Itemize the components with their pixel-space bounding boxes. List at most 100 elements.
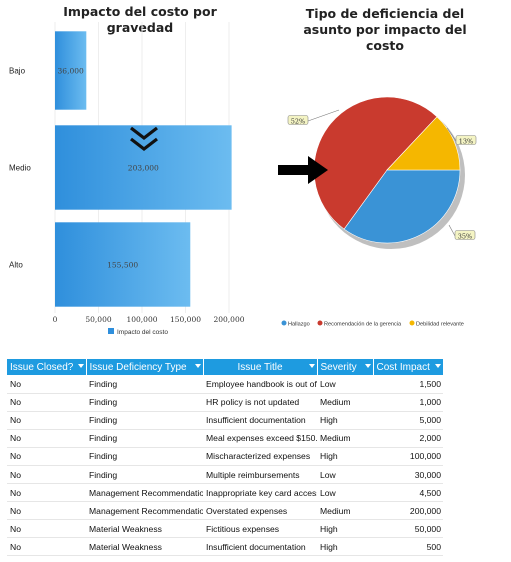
table-cell: Employee handbook is out of date <box>203 375 317 394</box>
filter-dropdown-icon[interactable] <box>434 364 441 368</box>
x-tick-label: 150,000 <box>170 315 201 324</box>
callout-line <box>307 109 340 122</box>
bar-bajo <box>55 31 87 110</box>
issues-table: Issue Closed? Issue Deficiency Type Issue … <box>7 359 444 557</box>
legend-swatch <box>281 320 287 326</box>
y-tick-label: Bajo <box>9 67 26 76</box>
table-cell: Finding <box>86 411 203 430</box>
table-cell: 1,500 <box>373 375 443 394</box>
table-cell: High <box>317 411 373 430</box>
table-cell: Fictitious expenses <box>203 519 317 539</box>
table-cell: Overstated expenses <box>203 501 317 521</box>
column-header-cost-impact[interactable]: Cost Impact <box>373 359 444 375</box>
column-header-label: Issue Title <box>237 361 283 373</box>
table-cell: Meal expenses exceed $150.00 <box>203 429 317 448</box>
table-cell: 100,000 <box>373 447 443 466</box>
callout-box <box>287 115 309 125</box>
table-cell: 2,000 <box>373 429 443 448</box>
table-cell: Finding <box>86 375 203 394</box>
bar-data-label: 155,500 <box>107 261 138 270</box>
x-tick-label: 100,000 <box>126 315 157 324</box>
table-row[interactable]: No Material Weakness Fictitious expenses Hi… <box>7 519 443 539</box>
table-cell: 4,500 <box>373 483 443 503</box>
x-tick-label: 0 <box>53 315 58 324</box>
pie-chart-title: Tipo de deficiencia del asunto por impac… <box>303 6 467 53</box>
pie-slice-debilidad-relevante <box>386 116 461 171</box>
pie-data-label: 35% <box>458 233 472 241</box>
table-cell: No <box>7 465 86 485</box>
table-row[interactable]: No Material Weakness Insufficient document… <box>7 537 443 557</box>
table-cell: 1,000 <box>373 393 443 412</box>
table-cell: Low <box>317 483 373 503</box>
legend-label: Debilidad relevante <box>416 322 464 328</box>
y-tick-label: Alto <box>9 261 23 270</box>
pie-data-label: 13% <box>459 138 473 146</box>
table-cell: Material Weakness <box>86 537 203 557</box>
filter-dropdown-icon[interactable] <box>364 364 371 368</box>
table-cell: Finding <box>86 447 203 466</box>
table-cell: Medium <box>317 393 373 412</box>
column-header-label: Issue Closed? <box>10 361 74 373</box>
bar-alto <box>55 222 191 307</box>
column-header-label: Cost Impact <box>376 361 430 373</box>
table-cell: Management Recommendation <box>86 501 203 521</box>
callout-box <box>455 135 477 145</box>
table-cell: No <box>7 411 86 430</box>
filter-dropdown-icon[interactable] <box>194 364 201 368</box>
table-cell: No <box>7 429 86 448</box>
table-cell: High <box>317 537 373 557</box>
table-row[interactable]: No Finding HR policy is not updated Medium 1… <box>7 393 443 412</box>
table-cell: Inappropriate key card access <box>203 483 317 503</box>
table-row[interactable]: No Management Recommendation Overstated ex… <box>7 501 443 521</box>
table-cell: 5,000 <box>373 411 443 430</box>
table-cell: 500 <box>373 537 443 557</box>
column-header-issue-deficiency-type[interactable]: Issue Deficiency Type <box>86 359 204 375</box>
callout-line <box>446 127 457 142</box>
table-cell: High <box>317 519 373 539</box>
column-header-issue-title[interactable]: Issue Title <box>203 359 318 375</box>
table-header-row: Issue Closed? Issue Deficiency Type Issue … <box>7 359 444 375</box>
bar-data-label: 203,000 <box>128 164 159 173</box>
table-cell: 30,000 <box>373 465 443 485</box>
table-row[interactable]: No Management Recommendation Inappropriate… <box>7 483 443 503</box>
filter-dropdown-icon[interactable] <box>77 364 84 368</box>
legend-swatch <box>108 328 114 334</box>
double-chevron-down-icon <box>130 126 158 152</box>
table-cell: Finding <box>86 393 203 412</box>
table-cell: HR policy is not updated <box>203 393 317 412</box>
table-cell: No <box>7 519 86 539</box>
pie-chart: 35% 52% 13% Hallazgo Recomendación de la ge… <box>281 96 477 328</box>
legend-label: Impacto del costo <box>117 329 168 336</box>
table-row[interactable]: No Finding Meal expenses exceed $150.00 Med… <box>7 429 443 448</box>
table-cell: Multiple reimbursements <box>203 465 317 485</box>
column-header-label: Issue Deficiency Type <box>89 361 187 373</box>
bar-data-label: 36,000 <box>58 67 84 76</box>
table-cell: No <box>7 375 86 394</box>
table-cell: Material Weakness <box>86 519 203 539</box>
table-cell: 200,000 <box>373 501 443 521</box>
column-header-issue-closed[interactable]: Issue Closed? <box>7 359 87 375</box>
callout-line <box>448 224 456 237</box>
x-tick-label: 50,000 <box>85 315 111 324</box>
column-header-label: Severity <box>320 361 357 373</box>
table-cell: 50,000 <box>373 519 443 539</box>
pie-data-label: 52% <box>291 118 305 126</box>
bar-chart-title: Impacto del costo por gravedad <box>63 4 217 35</box>
table-cell: High <box>317 447 373 466</box>
column-header-severity[interactable]: Severity <box>317 359 374 375</box>
table-cell: Low <box>317 465 373 485</box>
table-cell: Management Recommendation <box>86 483 203 503</box>
table-cell: Medium <box>317 501 373 521</box>
filter-dropdown-icon[interactable] <box>308 364 315 368</box>
table-row[interactable]: No Finding Insufficient documentation High 5… <box>7 411 443 430</box>
table-cell: Finding <box>86 429 203 448</box>
x-tick-label: 200,000 <box>213 315 244 324</box>
table-row[interactable]: No Finding Multiple reimbursements Low 30,00… <box>7 465 443 485</box>
table-cell: No <box>7 447 86 466</box>
pie-slice-hallazgo <box>343 169 461 244</box>
table-row[interactable]: No Finding Mischaracterized expenses High 10… <box>7 447 443 466</box>
table-cell: Low <box>317 375 373 394</box>
table-cell: No <box>7 483 86 503</box>
table-cell: Insufficient documentation <box>203 411 317 430</box>
